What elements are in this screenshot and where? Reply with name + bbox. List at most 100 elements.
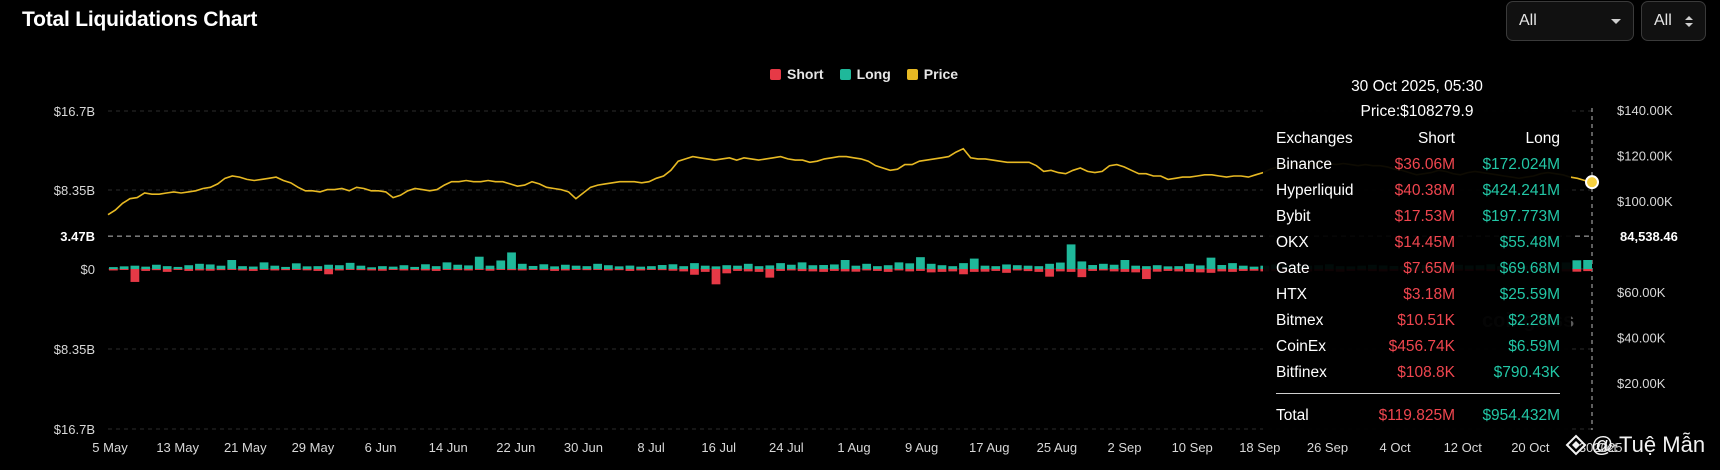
tooltip-exchange-name: Hyperliquid xyxy=(1276,182,1354,199)
range-select-value: All xyxy=(1519,12,1537,29)
y-left-tick-label: $0 xyxy=(81,262,95,277)
long-bar xyxy=(1077,261,1087,269)
short-bar xyxy=(216,269,226,271)
tooltip-long-value: $424.241M xyxy=(1482,182,1560,199)
tooltip-row-okx: OKX $14.45M $55.48M xyxy=(1276,234,1560,256)
long-bar xyxy=(1217,265,1227,269)
long-bar xyxy=(582,266,592,269)
long-bar xyxy=(1023,265,1033,269)
short-bar xyxy=(937,269,947,272)
tooltip-row-hyperliquid: Hyperliquid $40.38M $424.241M xyxy=(1276,182,1560,204)
short-bar xyxy=(356,269,366,271)
short-bar xyxy=(862,269,872,271)
tooltip-long-value: $2.28M xyxy=(1508,312,1560,329)
long-bar xyxy=(291,263,301,269)
short-bar xyxy=(474,269,484,270)
tooltip-short-value: $17.53M xyxy=(1394,208,1455,225)
short-bar xyxy=(851,269,861,272)
short-bar xyxy=(528,269,538,270)
x-tick-label: 30 Oct xyxy=(1579,440,1618,455)
x-tick-label: 1 Aug xyxy=(837,440,870,455)
tooltip-long-value: $25.59M xyxy=(1499,286,1560,303)
short-bar xyxy=(1195,269,1205,273)
long-bar xyxy=(431,266,441,269)
short-bar xyxy=(894,269,904,271)
tooltip-exchange-name: CoinEx xyxy=(1276,338,1326,355)
tooltip-row-bitfinex: Bitfinex $108.8K $790.43K xyxy=(1276,364,1560,386)
tooltip-row-bybit: Bybit $17.53M $197.773M xyxy=(1276,208,1560,230)
short-bar xyxy=(625,269,635,271)
long-bar xyxy=(1088,265,1097,269)
short-bar xyxy=(539,269,549,271)
y-left-tick-label: $16.7B xyxy=(54,104,95,119)
short-bar xyxy=(1012,269,1022,271)
long-bar xyxy=(647,266,656,269)
tooltip-exchange-name: OKX xyxy=(1276,234,1309,251)
short-bar xyxy=(668,269,678,271)
legend-item-price[interactable]: Price xyxy=(906,66,958,82)
short-bar xyxy=(227,269,237,270)
short-bar xyxy=(797,269,807,272)
legend-swatch-price xyxy=(906,68,918,80)
short-bar xyxy=(550,269,559,271)
short-bar xyxy=(722,269,732,274)
short-bar xyxy=(948,269,958,272)
x-tick-label: 5 May xyxy=(92,440,128,455)
long-bar xyxy=(550,266,559,269)
long-bar xyxy=(442,262,452,269)
short-bar xyxy=(1099,269,1108,271)
short-bar xyxy=(873,269,882,271)
long-bar xyxy=(216,265,226,269)
short-bar xyxy=(378,269,387,271)
range-select[interactable]: All xyxy=(1506,1,1634,41)
long-bar xyxy=(1142,266,1151,269)
short-bar xyxy=(1034,269,1044,272)
short-bar xyxy=(453,269,463,271)
long-bar xyxy=(205,264,215,269)
short-bar xyxy=(334,269,344,271)
short-bar xyxy=(754,269,764,272)
long-bar xyxy=(152,264,161,269)
x-tick-label: 20 Oct xyxy=(1511,440,1550,455)
short-bar xyxy=(1077,269,1087,278)
long-bar xyxy=(324,264,333,269)
long-bar xyxy=(1572,260,1582,269)
legend-item-short[interactable]: Short xyxy=(770,66,824,82)
short-bar xyxy=(507,269,516,271)
short-bar xyxy=(324,269,333,275)
tooltip-header-exchanges: Exchanges xyxy=(1276,130,1353,147)
legend-item-long[interactable]: Long xyxy=(839,66,891,82)
long-bar xyxy=(786,264,796,269)
long-bar xyxy=(711,266,721,269)
long-bar xyxy=(388,266,398,269)
short-bar xyxy=(399,269,409,271)
long-bar xyxy=(1185,263,1194,269)
tooltip-short-value: $36.06M xyxy=(1394,156,1455,173)
short-bar xyxy=(765,269,775,278)
long-bar xyxy=(765,265,775,269)
tooltip-header-short: Short xyxy=(1417,130,1455,147)
coin-select[interactable]: All xyxy=(1641,1,1706,41)
tooltip-row-binance: Binance $36.06M $172.024M xyxy=(1276,156,1560,178)
x-tick-label: 10 Sep xyxy=(1172,440,1213,455)
author-credit: @ Tuệ Mẫn xyxy=(1565,432,1705,458)
tooltip-row-bitmex: Bitmex $10.51K $2.28M xyxy=(1276,312,1560,334)
tooltip-short-value: $456.74K xyxy=(1388,338,1455,355)
x-tick-label: 13 May xyxy=(156,440,199,455)
y-left-tick-label: $16.7B xyxy=(54,422,95,437)
short-bar xyxy=(130,269,140,282)
long-bar xyxy=(690,263,699,269)
short-bar xyxy=(636,269,646,271)
short-bar xyxy=(905,269,915,272)
short-bar xyxy=(442,269,452,270)
long-bar xyxy=(700,265,710,269)
long-bar xyxy=(604,265,613,269)
short-bar xyxy=(1055,269,1065,272)
long-bar xyxy=(625,265,635,269)
tooltip-exchange-name: Bitmex xyxy=(1276,312,1324,329)
long-bar xyxy=(829,264,839,269)
short-bar xyxy=(1583,269,1592,272)
legend-label-short: Short xyxy=(787,66,824,82)
author-credit-text: @ Tuệ Mẫn xyxy=(1591,432,1706,457)
tooltip-exchange-name: Bybit xyxy=(1276,208,1311,225)
